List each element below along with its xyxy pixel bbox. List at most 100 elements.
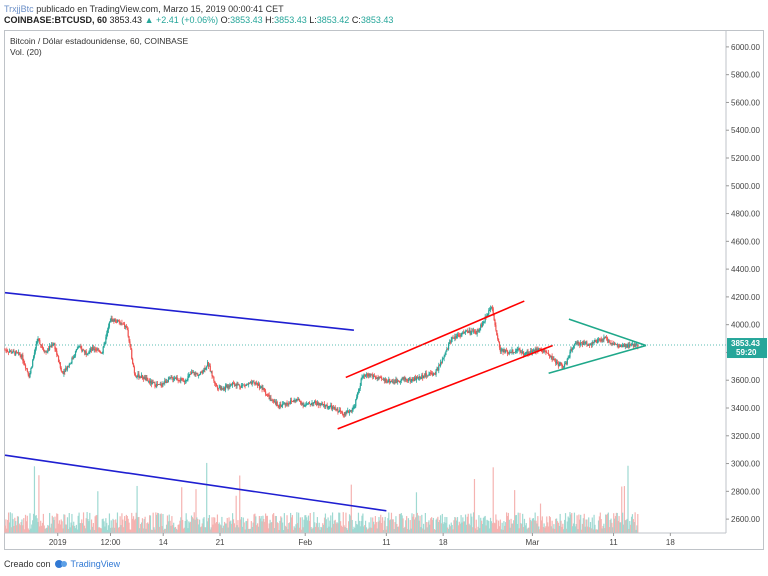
volume-bar <box>166 515 169 533</box>
candle-body <box>523 355 526 356</box>
volume-bar <box>418 520 420 533</box>
volume-bar <box>148 523 150 533</box>
candle-body <box>470 333 472 334</box>
volume-bar <box>281 517 283 533</box>
volume-bar <box>506 516 509 533</box>
candle-body <box>250 382 252 384</box>
volume-bar <box>430 518 432 533</box>
open-label: O: <box>220 15 231 25</box>
candle-body <box>158 384 161 385</box>
candle-body <box>270 397 272 401</box>
candle-body <box>449 342 451 344</box>
volume-bar <box>530 519 532 533</box>
volume-bar <box>157 512 159 533</box>
volume-bar <box>518 528 520 533</box>
candle-body <box>315 403 318 406</box>
volume-bar <box>483 516 485 533</box>
candle-body <box>165 380 167 383</box>
candle-body <box>488 310 490 315</box>
candle-body <box>504 349 506 353</box>
candle-body <box>253 381 255 383</box>
candle-body <box>90 348 92 351</box>
volume-bar <box>154 529 156 533</box>
candle-body <box>155 386 157 388</box>
volume-bar <box>300 529 302 533</box>
candle-body <box>228 385 230 387</box>
volume-bar <box>155 512 157 533</box>
candle-body <box>501 349 503 351</box>
candle-body <box>574 343 576 345</box>
volume-bar <box>76 529 78 533</box>
volume-bar <box>364 525 366 533</box>
candle-body <box>281 404 284 406</box>
candle-body <box>39 340 41 345</box>
volume-bar <box>434 529 436 533</box>
volume-bar <box>178 524 180 533</box>
volume-bar <box>204 527 206 533</box>
candle-body <box>82 349 84 351</box>
volume-bar <box>582 518 584 533</box>
candle-body <box>265 394 268 396</box>
candle-body <box>311 402 313 405</box>
volume-bar <box>507 512 509 533</box>
volume-bar <box>472 512 475 533</box>
candle-body <box>300 402 302 405</box>
candle-body <box>479 328 481 331</box>
candle-body <box>56 350 58 355</box>
volume-bar <box>82 512 85 533</box>
candle-body <box>215 383 217 385</box>
volume-bar <box>477 526 479 533</box>
candle-body <box>46 351 48 353</box>
candle-body <box>170 377 172 379</box>
volume-bar <box>453 520 455 533</box>
footer-brand[interactable]: TradingView <box>70 559 121 569</box>
volume-bar <box>585 519 587 533</box>
volume-bar <box>568 517 570 533</box>
volume-bar <box>167 521 169 533</box>
candle-body <box>324 405 327 407</box>
candle-body <box>261 386 263 390</box>
candle-body <box>132 363 135 368</box>
volume-bar <box>220 525 222 533</box>
volume-bar <box>401 515 403 533</box>
volume-bar <box>554 528 556 533</box>
candle-body <box>9 350 11 352</box>
chart-frame[interactable] <box>4 30 764 550</box>
volume-bar <box>637 513 639 533</box>
volume-bar <box>39 526 41 533</box>
volume-bar <box>121 513 123 533</box>
candle-body <box>425 373 427 376</box>
author-link[interactable]: TrxjjBtc <box>4 4 34 14</box>
candle-body <box>623 344 626 347</box>
volume-bar <box>86 512 88 533</box>
volume-bar <box>141 518 144 533</box>
candle-body <box>566 358 568 364</box>
volume-bar <box>288 523 290 533</box>
volume-bar <box>615 512 617 533</box>
volume-bar <box>438 521 440 533</box>
candle-body <box>510 352 512 354</box>
candle-body <box>350 410 352 412</box>
candle-body <box>231 384 233 386</box>
volume-bar <box>559 513 561 533</box>
candle-body <box>417 377 419 379</box>
volume-bar <box>321 527 323 533</box>
volume-bar <box>345 512 347 533</box>
candle-body <box>266 394 269 396</box>
candle-body <box>428 373 430 376</box>
candle-body <box>622 345 624 347</box>
candle-body <box>461 333 463 336</box>
volume-bar <box>271 521 273 533</box>
candle-body <box>190 373 192 375</box>
volume-bar <box>521 524 523 533</box>
candle-body <box>148 380 150 382</box>
volume-bar <box>617 520 619 533</box>
volume-bar <box>49 527 52 533</box>
candle-body <box>486 314 488 317</box>
volume-bar <box>202 518 204 533</box>
trendline-red <box>345 300 525 379</box>
volume-bar <box>510 518 512 533</box>
volume-bar <box>42 513 44 533</box>
candle-body <box>209 365 211 372</box>
